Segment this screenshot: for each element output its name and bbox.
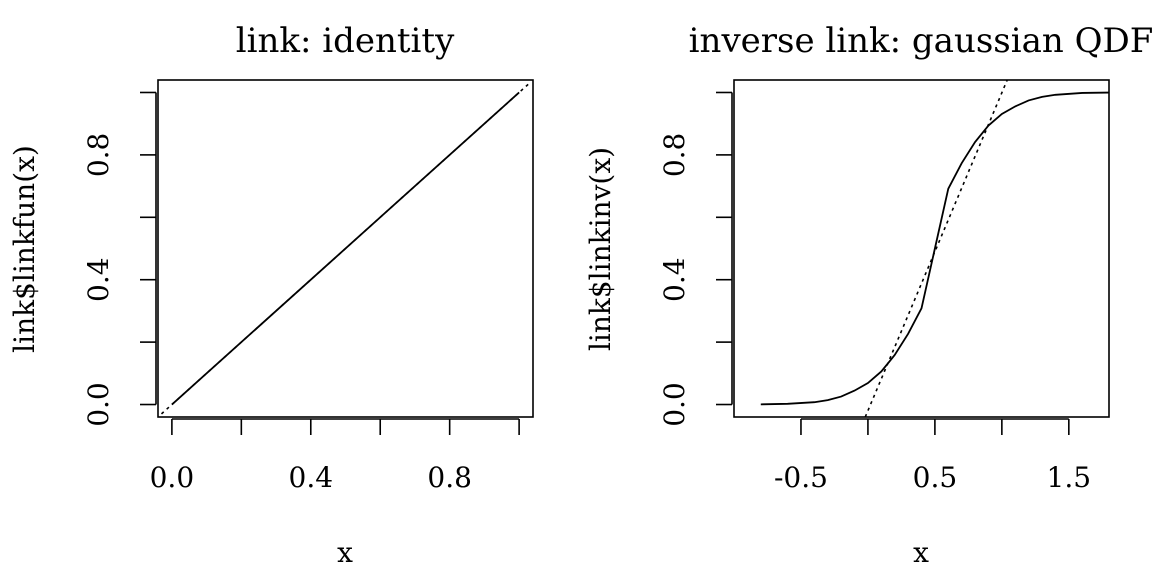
y-tick-label: 0.0 [82,382,115,427]
x-tick-label: -0.5 [774,461,828,494]
chart-title: link: identity [236,21,455,61]
y-tick-label: 0.4 [658,257,691,302]
x-tick-label: 0.0 [150,461,195,494]
chart-title: inverse link: gaussian QDF [689,21,1152,61]
x-axis-label: x [337,536,353,569]
panel-inverse-link-gaussian: inverse link: gaussian QDF x link$linkin… [584,21,1152,569]
plot-marks: -0.5 0.5 1.5 0.0 0.4 0.8 [658,79,1110,494]
y-axis-label: link$linkfun(x) [8,145,41,353]
plot-frame [157,79,534,418]
plot-frame [733,79,1110,418]
y-tick-label: 0.8 [82,133,115,178]
reference-line [160,82,531,415]
x-tick-label: 0.8 [427,461,472,494]
x-tick-label: 0.5 [913,461,958,494]
x-axis-label: x [913,536,929,569]
y-tick-label: 0.8 [658,133,691,178]
panel-link-identity: link: identity x link$linkfun(x) 0.0 0.4 0… [8,21,534,569]
plot-marks: 0.0 0.4 0.8 0.0 0.4 0.8 [82,79,534,494]
x-tick-label: 1.5 [1047,461,1092,494]
y-axis-label: link$linkinv(x) [584,147,617,351]
reference-line [864,80,1008,417]
y-tick-label: 0.4 [82,257,115,302]
series-line [760,91,1109,406]
x-tick-label: 0.4 [289,461,334,494]
y-tick-label: 0.0 [658,382,691,427]
